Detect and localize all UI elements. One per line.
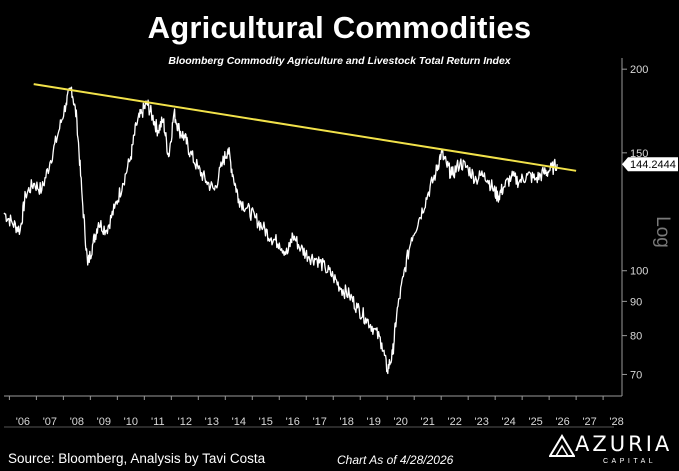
y-tick-label: 70 [630, 369, 642, 381]
y-axis-ticks: 200 150 100 90 80 70 [622, 64, 648, 381]
y-tick-label: 90 [630, 296, 642, 308]
x-tick-label: '22 [448, 416, 462, 428]
x-tick-label: '08 [70, 416, 84, 428]
chart-axes [4, 58, 623, 428]
x-tick-label: '14 [232, 416, 246, 428]
y-tick-label: 80 [630, 331, 642, 343]
footer-source: Source: Bloomberg, Analysis by Tavi Cost… [8, 451, 266, 466]
x-tick-label: '19 [367, 416, 381, 428]
last-value-box [622, 157, 678, 172]
x-tick-label: '20 [394, 416, 408, 428]
price-series-line [3, 86, 558, 375]
x-tick-label: '27 [582, 416, 596, 428]
x-tick-label: '17 [313, 416, 327, 428]
x-tick-label: '06 [16, 416, 30, 428]
x-tick-label: '07 [43, 416, 57, 428]
last-value-callout: 144.2444 [622, 157, 678, 172]
chart-title: Agricultural Commodities [147, 10, 532, 45]
x-tick-label: '11 [151, 416, 165, 428]
y-axis-label: Log [652, 216, 673, 248]
x-tick-label: '10 [124, 416, 138, 428]
logo-subtitle: CAPITAL [603, 458, 657, 465]
x-tick-label: '15 [259, 416, 273, 428]
logo-wordmark: AZURIA [575, 432, 673, 456]
x-axis-ticks: '06 '07 '08 '09 '10 '11 '12 '13 '14 '15 '16 '17 '18 '… [8, 396, 624, 428]
x-tick-label: '16 [286, 416, 300, 428]
y-tick-label: 200 [630, 64, 648, 76]
x-tick-label: '18 [340, 416, 354, 428]
chart-subtitle: Bloomberg Commodity Agriculture and Live… [168, 55, 511, 67]
footer-as-of: Chart As of 4/28/2026 [337, 453, 454, 467]
x-tick-label: '25 [528, 416, 542, 428]
azuria-logo: AZURIA CAPITAL [545, 430, 675, 470]
x-tick-label: '09 [97, 416, 111, 428]
x-tick-label: '13 [205, 416, 219, 428]
last-value-text: 144.2444 [630, 159, 676, 171]
x-tick-label: '21 [421, 416, 435, 428]
azuria-mountain-logo-icon [549, 434, 575, 457]
x-tick-label: '12 [178, 416, 192, 428]
x-tick-label: '24 [501, 416, 515, 428]
x-tick-label: '26 [555, 416, 569, 428]
resistance-trend-line [33, 83, 577, 172]
y-tick-label: 150 [630, 148, 648, 160]
x-tick-label: '23 [474, 416, 488, 428]
y-tick-label: 100 [630, 266, 648, 278]
series-layer [3, 83, 577, 375]
x-tick-label: '28 [609, 416, 623, 428]
